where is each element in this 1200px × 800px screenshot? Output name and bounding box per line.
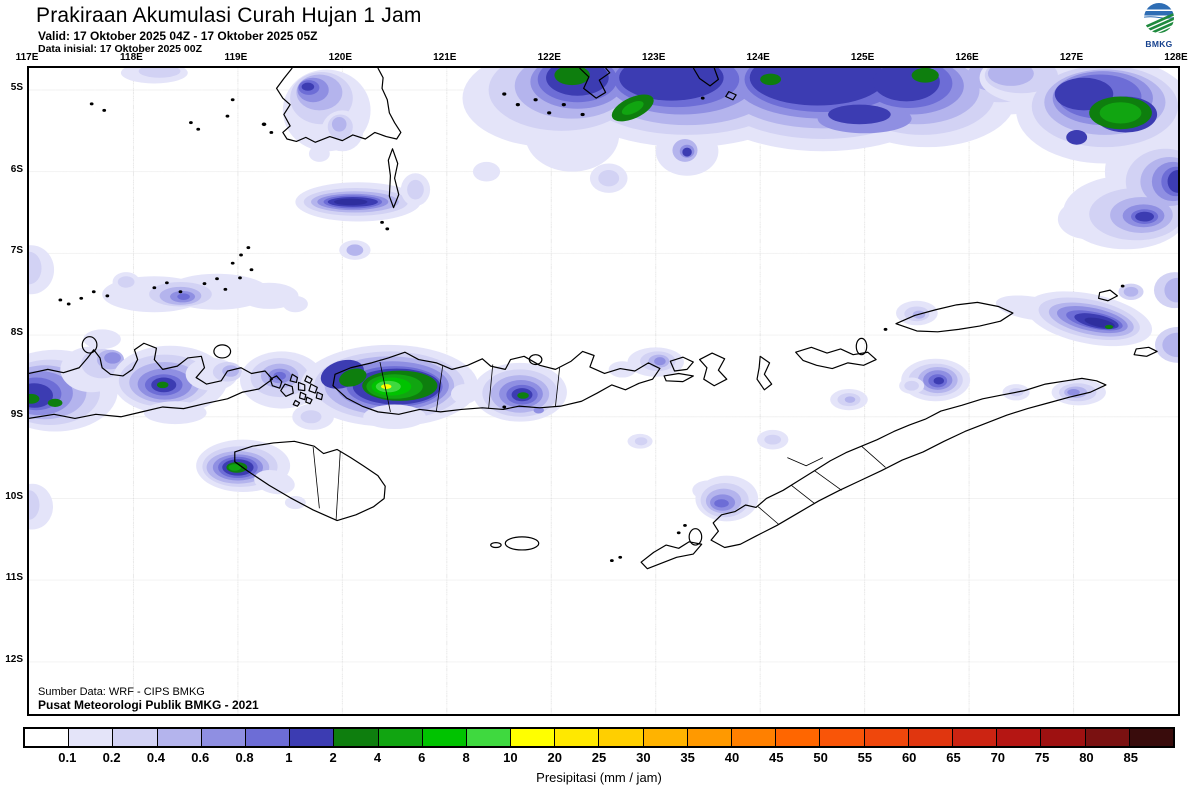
colorbar xyxy=(23,727,1175,748)
colorbar-tick-label: 20 xyxy=(547,750,562,765)
lat-tick-label: 11S xyxy=(5,572,23,584)
colorbar-tick-label: 75 xyxy=(1034,750,1050,765)
colorbar-segment xyxy=(642,729,687,746)
colorbar-tick-label: 2 xyxy=(329,750,337,765)
lon-tick-label: 121E xyxy=(433,52,457,63)
lon-tick-label: 118E xyxy=(120,52,143,63)
colorbar-tick-label: 45 xyxy=(769,750,784,765)
lat-tick-label: 5S xyxy=(10,82,23,93)
colorbar-segment xyxy=(510,729,555,746)
colorbar-segment xyxy=(819,729,864,746)
colorbar-segment xyxy=(951,729,997,746)
lon-tick-label: 119E xyxy=(224,52,248,63)
bmkg-logo: BMKG xyxy=(1136,2,1182,49)
colorbar-tick-label: 35 xyxy=(680,750,695,765)
colorbar-segment xyxy=(863,729,908,746)
lon-tick-label: 128E xyxy=(1164,52,1188,63)
colorbar-segment xyxy=(996,729,1041,746)
valid-period: Valid: 17 Oktober 2025 04Z - 17 Oktober … xyxy=(38,29,318,43)
colorbar-tick-label: 30 xyxy=(636,750,651,765)
colorbar-tick-label: 80 xyxy=(1079,750,1094,765)
colorbar-segment xyxy=(112,729,157,746)
map-frame xyxy=(27,66,1180,716)
colorbar-segment xyxy=(421,729,466,746)
colorbar-tick-label: 50 xyxy=(813,750,828,765)
colorbar-tick-label: 60 xyxy=(901,750,917,765)
map-canvas xyxy=(29,68,1178,714)
colorbar-tick-label: 65 xyxy=(946,750,961,765)
colorbar-segment xyxy=(1040,729,1085,746)
colorbar-tick-label: 0.2 xyxy=(102,750,121,765)
colorbar-tick-label: 0.8 xyxy=(235,750,254,765)
colorbar-tick-label: 6 xyxy=(418,750,426,765)
colorbar-tick-label: 0.6 xyxy=(191,750,210,765)
colorbar-segment xyxy=(200,729,245,746)
colorbar-segment xyxy=(907,729,952,746)
data-initial: Data inisial: 17 Oktober 2025 00Z xyxy=(38,43,202,55)
colorbar-tick-label: 8 xyxy=(462,750,470,765)
precipitation-layer xyxy=(29,68,1178,530)
colorbar-segment xyxy=(598,729,643,746)
lon-tick-label: 125E xyxy=(850,52,875,63)
island-dots xyxy=(58,92,1125,563)
colorbar-tick-label: 55 xyxy=(857,750,873,765)
colorbar-tick-label: 85 xyxy=(1123,750,1138,765)
coastlines xyxy=(29,68,1157,569)
lat-tick-label: 7S xyxy=(10,245,23,257)
colorbar-tick-label: 4 xyxy=(373,750,382,765)
colorbar-segment xyxy=(686,729,731,746)
colorbar-tick-label: 0.1 xyxy=(58,750,77,765)
lon-tick-label: 127E xyxy=(1059,52,1084,63)
colorbar-segment xyxy=(25,729,69,746)
lon-tick-label: 123E xyxy=(642,52,666,63)
colorbar-tick-label: 40 xyxy=(724,750,740,765)
colorbar-segment xyxy=(156,729,201,746)
lon-tick-label: 122E xyxy=(537,52,561,63)
colorbar-segment xyxy=(333,729,378,746)
colorbar-segment xyxy=(554,729,599,746)
colorbar-tick-label: 0.4 xyxy=(146,750,165,765)
bmkg-logo-icon xyxy=(1144,3,1174,33)
lat-tick-label: 9S xyxy=(10,408,23,420)
colorbar-caption: Presipitasi (mm / jam) xyxy=(536,770,662,785)
colorbar-segment xyxy=(68,729,113,746)
colorbar-tick-label: 70 xyxy=(990,750,1006,765)
colorbar-segment xyxy=(465,729,511,746)
colorbar-tick-label: 10 xyxy=(503,750,518,765)
lat-tick-label: 8S xyxy=(10,327,23,339)
colorbar-segment xyxy=(244,729,290,746)
page-title: Prakiraan Akumulasi Curah Hujan 1 Jam xyxy=(36,4,422,27)
producer-line: Pusat Meteorologi Publik BMKG - 2021 xyxy=(38,698,259,712)
colorbar-segment xyxy=(289,729,334,746)
bmkg-logo-label: BMKG xyxy=(1145,39,1173,49)
colorbar-segment xyxy=(1128,729,1173,746)
lon-tick-label: 126E xyxy=(955,52,979,63)
source-data-line: Sumber Data: WRF - CIPS BMKG xyxy=(38,686,205,698)
colorbar-tick-label: 1 xyxy=(285,750,293,765)
lon-tick-label: 117E xyxy=(15,52,39,63)
lat-tick-label: 10S xyxy=(5,490,23,502)
colorbar-segment xyxy=(731,729,776,746)
lon-tick-label: 124E xyxy=(746,52,770,63)
colorbar-segment xyxy=(775,729,820,746)
colorbar-tick-label: 25 xyxy=(591,750,607,765)
lon-tick-label: 120E xyxy=(328,52,353,63)
colorbar-segment xyxy=(377,729,422,746)
lat-tick-label: 6S xyxy=(10,163,23,175)
colorbar-segment xyxy=(1084,729,1129,746)
lat-tick-label: 12S xyxy=(5,653,23,665)
